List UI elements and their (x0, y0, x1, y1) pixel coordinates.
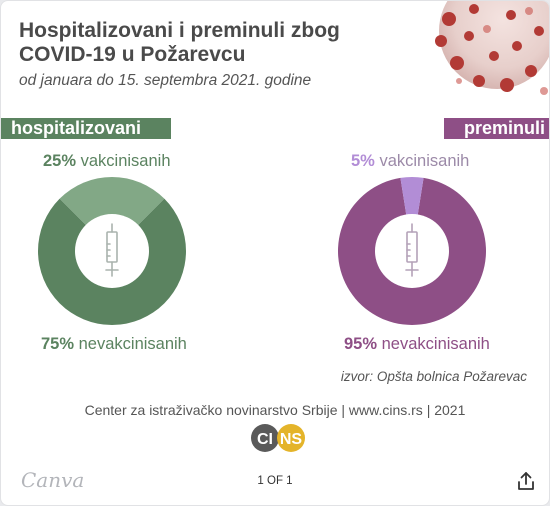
subtitle: od januara do 15. septembra 2021. godine (19, 72, 312, 89)
share-icon[interactable] (515, 470, 537, 492)
donut-hole (75, 214, 149, 288)
source-note: izvor: Opšta bolnica Požarevac (340, 369, 527, 384)
hospitalized-vaccinated-text: vakcinisanih (80, 152, 171, 170)
coronavirus-image (435, 1, 549, 95)
deceased-vaccinated-pct: 5% (351, 152, 375, 170)
credit-line: Center za istraživačko novinarstvo Srbij… (84, 402, 466, 418)
page-title: Hospitalizovani i preminuli zbog COVID-1… (19, 19, 340, 66)
page-indicator: 1 OF 1 (257, 475, 293, 487)
hospitalized-donut (38, 177, 187, 325)
canva-brand[interactable]: Canva (21, 468, 85, 492)
deceased-unvaccinated-label: 95% nevakcinisanih (344, 335, 490, 354)
donut-hole (375, 214, 449, 288)
deceased-vaccinated-text: vakcinisanih (379, 152, 470, 170)
syringe-icon (405, 223, 419, 277)
hospitalized-unvaccinated-label: 75% nevakcinisanih (41, 335, 187, 354)
category-deceased: preminuli (444, 118, 549, 139)
hospitalized-vaccinated-pct: 25% (43, 152, 77, 170)
category-hospitalized: hospitalizovani (1, 118, 171, 139)
svg-text:NS: NS (280, 431, 303, 448)
syringe-icon (105, 223, 119, 277)
deceased-unvaccinated-pct: 95% (344, 335, 378, 353)
hospitalized-unvaccinated-text: nevakcinisanih (78, 335, 187, 353)
deceased-donut (338, 177, 486, 325)
svg-text:CI: CI (257, 431, 273, 448)
hospitalized-vaccinated-label: 25% vakcinisanih (43, 152, 171, 171)
deceased-unvaccinated-text: nevakcinisanih (381, 335, 490, 353)
deceased-vaccinated-label: 5% vakcinisanih (351, 152, 469, 171)
hospitalized-unvaccinated-pct: 75% (41, 335, 75, 353)
cins-logo: CI NS (251, 424, 305, 452)
